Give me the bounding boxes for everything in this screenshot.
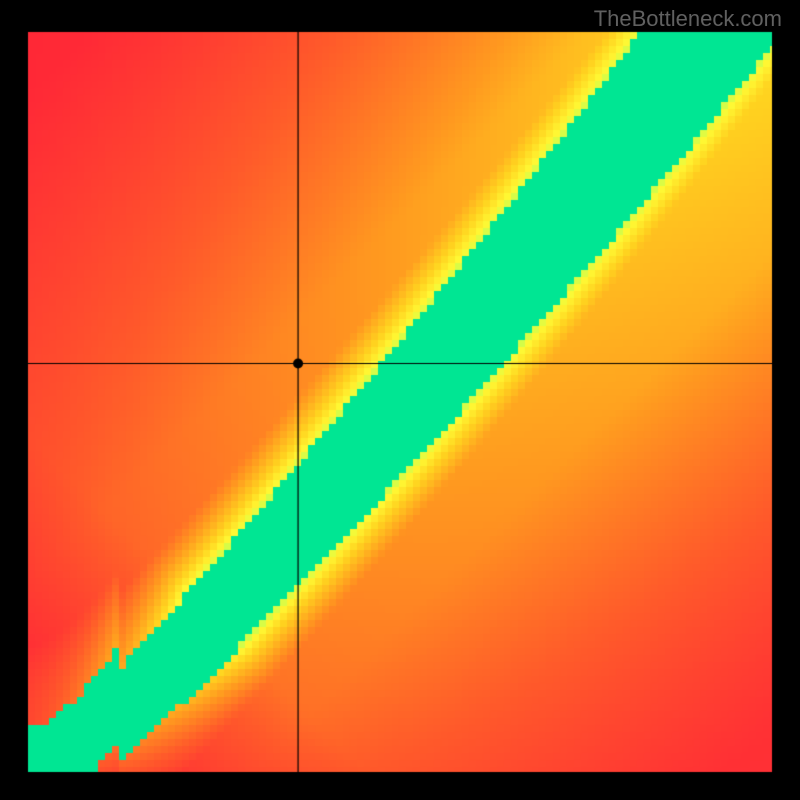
chart-container: TheBottleneck.com [0,0,800,800]
bottleneck-heatmap [0,0,800,800]
attribution-text: TheBottleneck.com [594,6,782,32]
